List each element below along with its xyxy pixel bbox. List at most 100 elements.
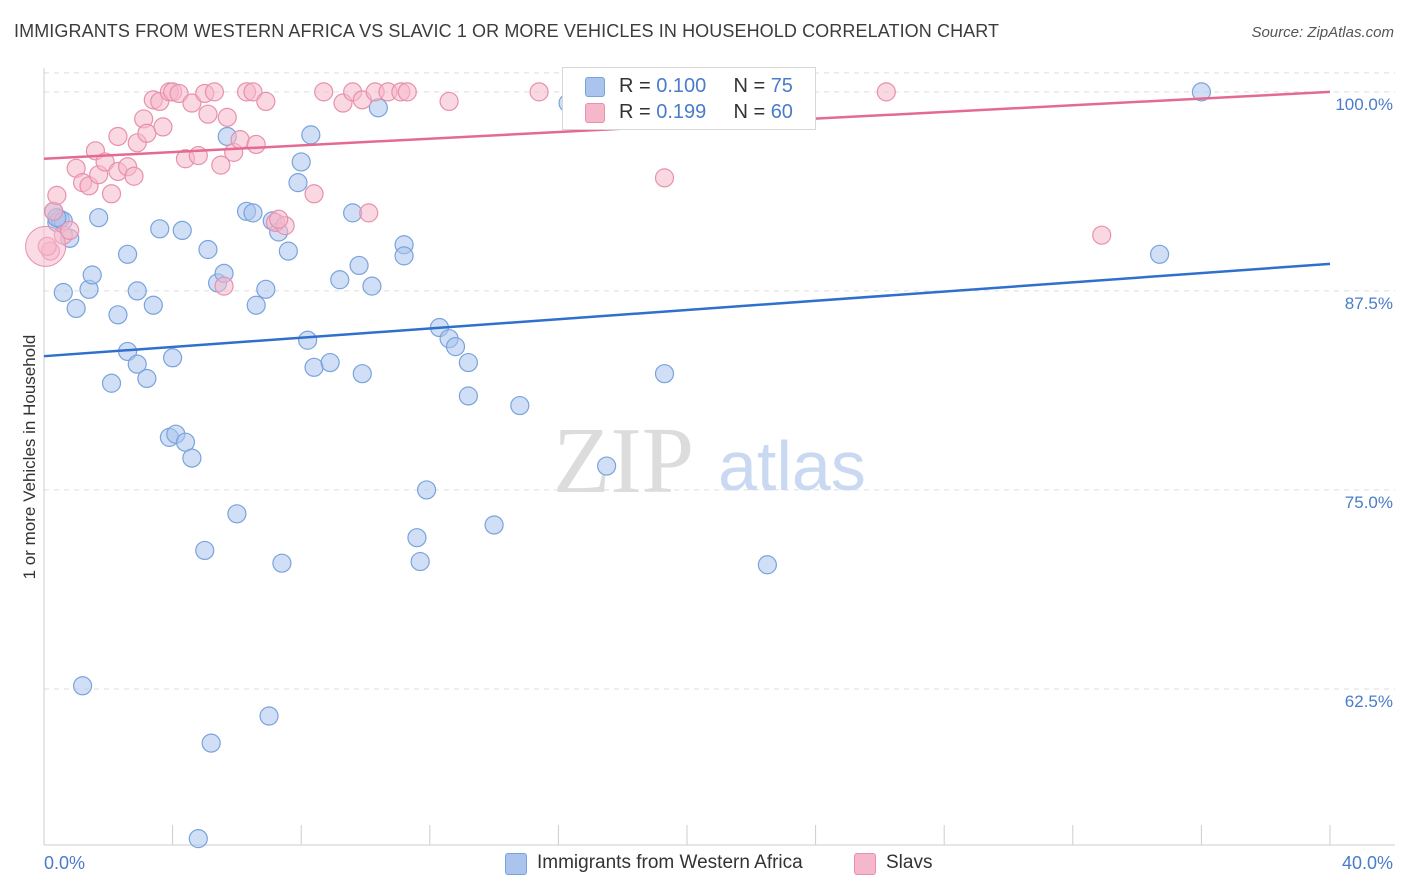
watermark-atlas: atlas — [718, 427, 866, 505]
slavs-point — [529, 82, 549, 102]
slavs-point — [876, 82, 896, 102]
western-africa-point — [343, 203, 363, 223]
western-africa-point — [66, 298, 86, 319]
pink-n-label: N = — [733, 101, 766, 123]
western-africa-point — [108, 305, 128, 325]
slavs-point — [314, 82, 334, 102]
slavs-point — [60, 220, 80, 241]
western-africa-point — [150, 219, 170, 239]
western-africa-point — [1150, 244, 1170, 264]
slavs-point — [397, 82, 417, 102]
western-africa-point — [137, 368, 157, 389]
slavs-point — [214, 276, 234, 296]
legend-label-slavs: Slavs — [886, 852, 933, 873]
western-africa-trend-line — [43, 262, 1331, 358]
pink-swatch — [585, 103, 605, 123]
slavs-point — [359, 203, 379, 223]
y-tick-labels: 62.5% 75.0% 87.5% 100.0% — [1335, 95, 1393, 711]
slavs-point — [124, 166, 144, 186]
western-africa-point — [188, 829, 208, 849]
western-africa-point — [72, 676, 93, 696]
x-tick-labels: 0.0% 40.0% — [44, 853, 1393, 873]
slavs-point — [95, 152, 115, 172]
western-africa-point — [757, 555, 777, 575]
y-tick-label: 87.5% — [1345, 294, 1393, 313]
slavs-point — [304, 184, 324, 204]
slavs-point — [1092, 225, 1112, 245]
western-africa-point — [320, 352, 340, 373]
western-africa-point — [394, 246, 414, 266]
western-africa-point — [510, 395, 530, 416]
y-tick-label: 75.0% — [1345, 493, 1393, 512]
slavs-point — [169, 83, 189, 104]
western-africa-point — [172, 220, 192, 241]
slavs-point — [439, 91, 459, 112]
western-africa-point — [201, 733, 221, 753]
western-africa-point — [243, 203, 263, 223]
slavs-point — [217, 107, 237, 127]
western-africa-point — [272, 553, 292, 573]
y-tick-label: 62.5% — [1345, 692, 1393, 711]
y-tick-label: 100.0% — [1335, 95, 1393, 114]
blue-swatch — [585, 77, 605, 97]
legend-label-western-africa: Immigrants from Western Africa — [537, 852, 803, 873]
slavs-point — [198, 104, 218, 124]
western-africa-point — [163, 348, 183, 368]
axes — [43, 68, 1395, 846]
western-africa-point — [458, 352, 478, 373]
slavs-point — [153, 117, 173, 137]
western-africa-point — [278, 241, 298, 261]
western-africa-point — [484, 515, 504, 535]
x-tick-label-min: 0.0% — [44, 853, 85, 873]
western-africa-point — [291, 152, 311, 172]
pink-r-value: 0.199 — [656, 101, 707, 123]
slavs-point — [243, 82, 263, 102]
western-africa-point — [246, 295, 266, 315]
slavs-point — [182, 93, 202, 113]
stats-legend: R = 0.100 N = 75 R = 0.199 N = 60 — [562, 67, 816, 130]
western-africa-point — [301, 125, 321, 145]
western-africa-point — [288, 173, 308, 193]
western-africa-point — [362, 276, 382, 296]
slavs-point — [108, 126, 128, 147]
slavs-point — [101, 184, 122, 204]
western-africa-point — [597, 456, 617, 476]
western-africa-point — [654, 364, 675, 384]
x-tick-label-max: 40.0% — [1342, 853, 1393, 873]
western-africa-point — [259, 706, 279, 726]
western-africa-point — [256, 279, 276, 299]
blue-r-value: 0.100 — [656, 75, 707, 97]
pink-r-label: R = — [619, 101, 651, 123]
western-africa-point — [304, 357, 324, 377]
western-africa-point — [445, 337, 466, 357]
western-africa-point — [195, 540, 215, 561]
blue-n-value: 75 — [770, 75, 793, 97]
western-africa-point — [458, 386, 478, 406]
western-africa-point — [175, 432, 196, 452]
western-africa-point — [330, 270, 350, 290]
western-africa-point — [416, 480, 437, 500]
western-africa-point — [89, 208, 109, 228]
chart-title: IMMIGRANTS FROM WESTERN AFRICA VS SLAVIC… — [14, 21, 1000, 41]
western-africa-point — [143, 295, 163, 315]
western-africa-point — [117, 244, 138, 264]
western-africa-point — [198, 239, 218, 260]
watermark-zip: ZIP — [553, 409, 694, 513]
source-label: Source: ZipAtlas.com — [1251, 24, 1394, 41]
slavs-point — [211, 155, 231, 175]
slavs-point — [137, 123, 157, 143]
western-africa-point — [82, 265, 102, 285]
slavs-large-point — [25, 225, 67, 267]
western-africa-point — [349, 255, 369, 276]
slavs-point — [44, 201, 64, 221]
gridlines — [44, 72, 1395, 690]
legend-swatch-pink — [854, 853, 876, 875]
y-axis-label: 1 or more Vehicles in Household — [20, 334, 39, 580]
western-africa-point — [182, 448, 202, 468]
slavs-point — [269, 209, 289, 229]
western-africa-point — [227, 504, 247, 524]
blue-n-label: N = — [733, 75, 766, 97]
western-africa-point — [53, 282, 73, 303]
western-africa-point — [127, 354, 147, 374]
